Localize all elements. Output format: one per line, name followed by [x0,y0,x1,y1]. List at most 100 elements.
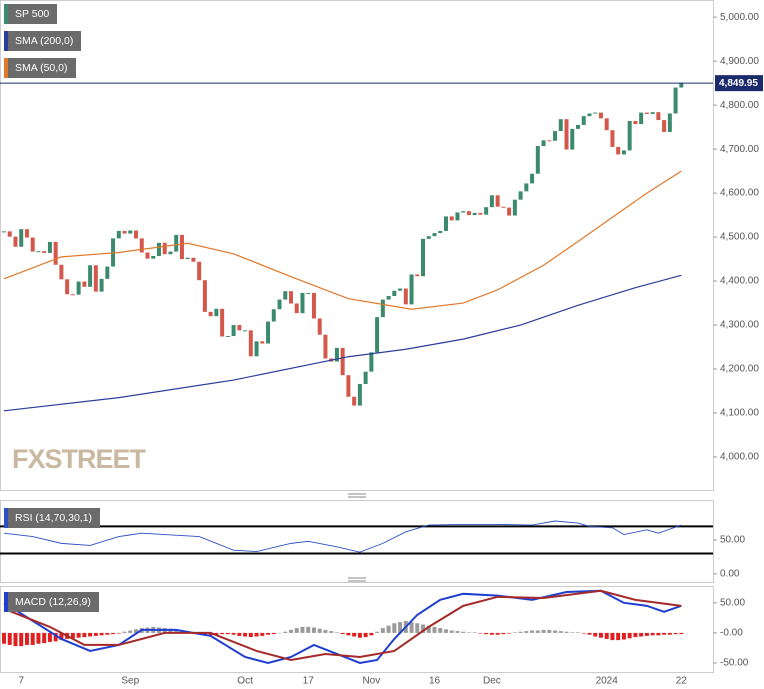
candle [616,146,621,155]
candle [644,112,649,114]
candle [587,113,592,117]
histogram-bar [59,632,64,641]
candle [202,280,207,312]
candle [409,274,414,305]
histogram-bar [524,631,529,633]
candle [507,207,512,216]
candle [363,371,368,384]
histogram-bar [541,629,546,633]
x-tick-label: 17 [303,676,315,687]
histogram-bar [455,631,460,633]
candle [156,242,161,256]
candle [7,231,12,237]
candle [501,206,506,208]
candle [208,311,213,317]
candle [13,236,18,247]
histogram-bar [317,628,322,633]
histogram-bar [667,632,672,635]
histogram-bar [598,632,603,638]
histogram-bar [352,632,357,637]
y-tick-label: 5,000.00 [720,12,759,23]
histogram-bar [357,632,362,638]
histogram-bar [656,632,661,636]
y-tick-label: 4,500.00 [720,232,759,243]
histogram-bar [2,632,6,644]
histogram-bar [386,625,391,633]
legend-entry[interactable]: SMA (200,0) [4,31,82,51]
histogram-bar [13,632,18,647]
histogram-bar [70,632,75,639]
candle [289,291,293,304]
histogram-bar [627,632,632,639]
histogram-bar [134,629,139,633]
histogram-bar [82,632,87,638]
candle [581,116,586,125]
y-tick-label: 4,200.00 [720,364,759,375]
candle [53,241,58,265]
rsi-title[interactable]: RSI (14,70,30,1) [4,508,101,528]
histogram-bar [616,632,621,641]
candle [478,212,483,215]
candle [667,113,672,132]
candle [30,237,35,252]
candle [530,173,535,184]
candle [415,274,420,277]
histogram-bar [570,632,575,633]
histogram-bar [621,632,626,640]
y-tick-label: 50.00 [720,535,745,546]
histogram-bar [346,632,351,636]
candle [2,231,6,233]
candle [604,118,609,131]
candle [283,291,288,300]
histogram-bar [662,632,667,635]
histogram-bar [283,631,288,633]
candle [128,230,133,234]
legend-entry[interactable]: SP 500 [4,4,58,24]
x-tick-label: Oct [237,676,253,687]
rsi-panel [0,500,714,583]
candle [386,296,391,300]
histogram-bar [24,632,29,645]
candle [237,325,242,331]
histogram-bar [380,628,385,633]
y-tick-label: 4,700.00 [720,144,759,155]
candle [340,347,345,376]
candle [323,334,328,359]
histogram-bar [644,632,649,636]
histogram-bar [294,628,299,633]
histogram-bar [392,623,397,633]
candle [59,264,64,280]
candle [105,266,110,279]
candle [633,120,638,125]
histogram-bar [518,631,523,633]
candle [225,336,230,338]
histogram-bar [363,632,368,638]
candle [438,230,443,234]
candle [621,150,626,155]
candle [277,299,282,310]
histogram-bar [271,632,276,635]
histogram-bar [650,632,655,636]
candle [524,183,529,192]
histogram-bar [604,632,609,639]
legend-entry[interactable]: SMA (50,0) [4,58,76,78]
candle [248,330,253,357]
candle [443,216,448,231]
x-tick-label: 2024 [596,676,619,687]
candle [116,230,121,239]
histogram-bar [593,632,598,637]
candle [593,112,598,114]
histogram-bar [93,632,98,636]
histogram-bar [30,632,35,645]
histogram-bar [461,631,466,633]
histogram-bar [369,632,374,636]
histogram-bar [512,632,517,633]
histogram-bar [558,631,563,633]
candle [254,341,259,357]
candle [168,251,173,255]
histogram-bar [42,632,47,644]
macd-title[interactable]: MACD (12,26,9) [4,592,99,612]
histogram-bar [633,632,638,638]
candle [82,281,87,287]
candle [426,236,431,239]
